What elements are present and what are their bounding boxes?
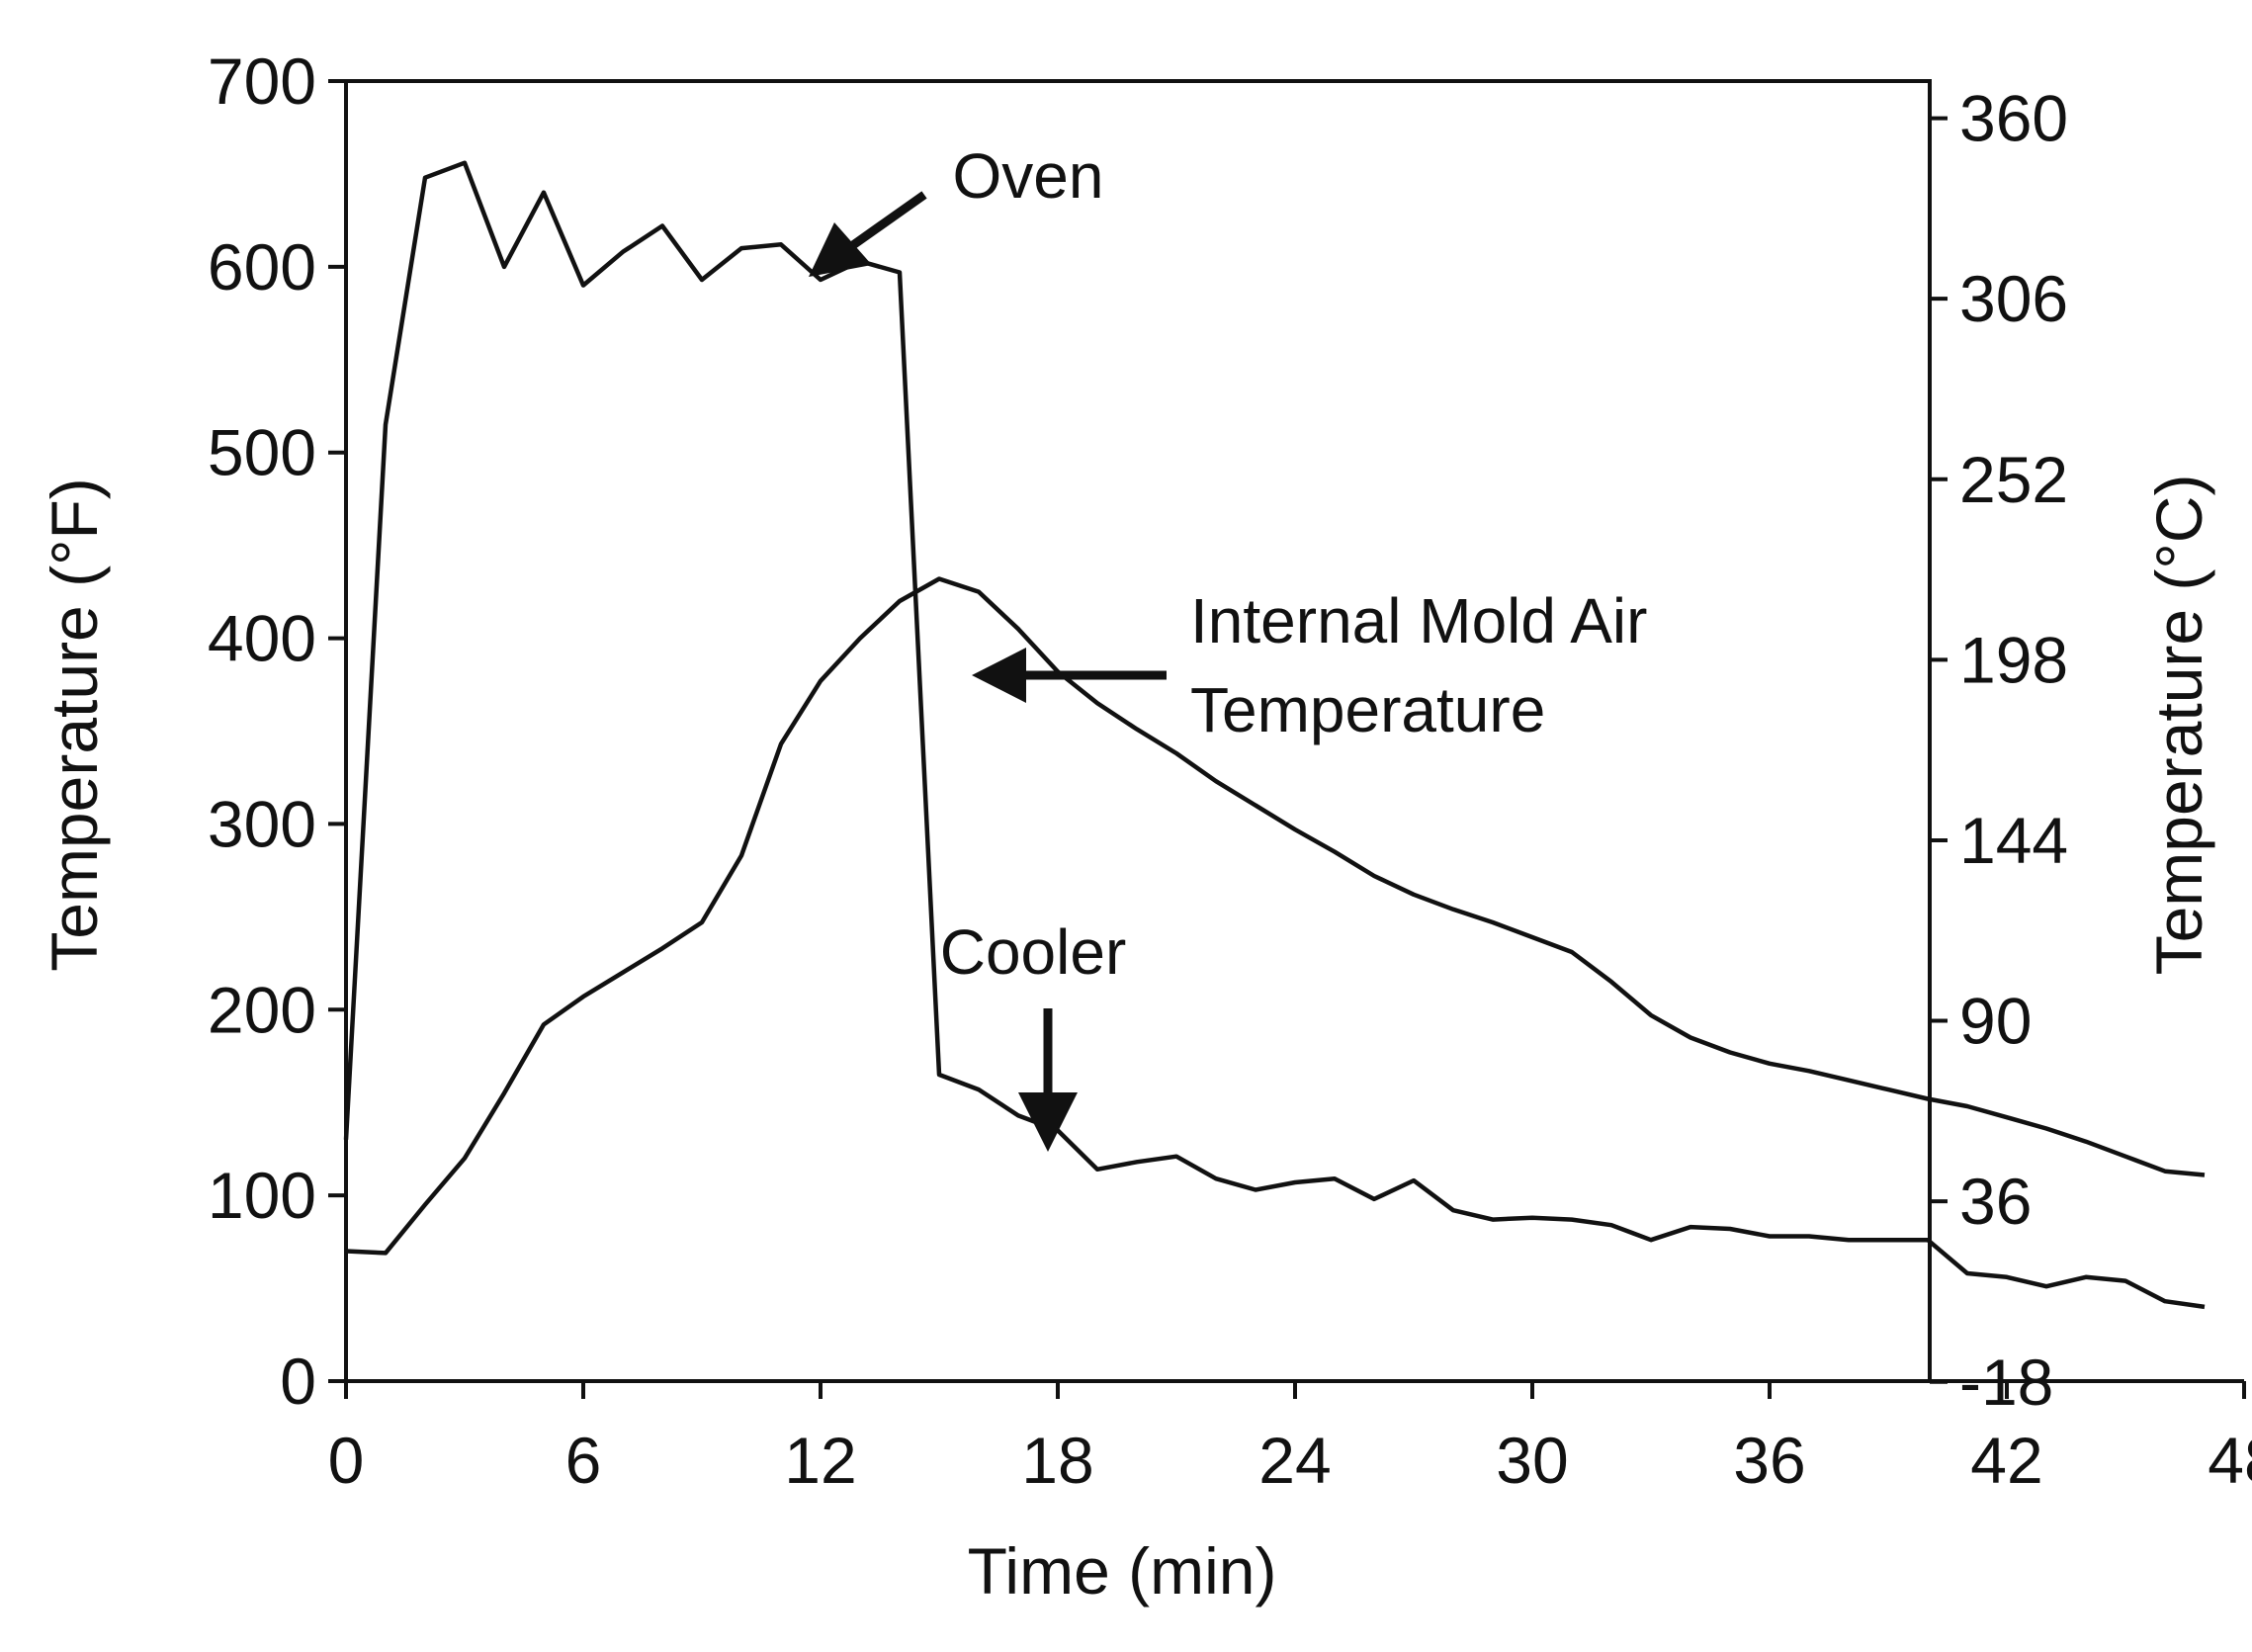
series-layer xyxy=(343,160,2206,1310)
oven-arrow-head xyxy=(809,222,872,277)
y-tick-label-right: 90 xyxy=(1959,985,2032,1058)
x-tick-label: 42 xyxy=(1970,1424,2042,1497)
y-tick-label-left: 700 xyxy=(208,44,316,118)
oven-label: Oven xyxy=(953,140,1104,212)
x-tick-label: 36 xyxy=(1733,1424,1805,1497)
y-tick-label-left: 200 xyxy=(208,973,316,1046)
mold-arrow-head xyxy=(972,648,1026,703)
y-axis-title-left: Temperature (°F) xyxy=(38,478,111,972)
y-tick-label-right: 252 xyxy=(1959,443,2068,516)
x-tick-label: 30 xyxy=(1496,1424,1568,1497)
y-tick-label-left: 600 xyxy=(208,230,316,304)
x-tick-label: 0 xyxy=(328,1424,365,1497)
axes-layer: 0 6 12 18 24 30 36 42 48 0 100 200 300 400 500 600 700 -1… xyxy=(208,44,2252,1497)
x-axis-title: Time (min) xyxy=(968,1534,1277,1608)
y-tick-label-left: 100 xyxy=(208,1159,316,1232)
oven-arrow-shaft xyxy=(847,191,927,251)
x-tick-label: 12 xyxy=(784,1424,856,1497)
y-tick-label-right: 36 xyxy=(1959,1165,2032,1238)
y-tick-label-right: 306 xyxy=(1959,262,2068,335)
y-tick-label-left: 300 xyxy=(208,787,316,860)
cooler-arrow-head xyxy=(1018,1092,1078,1152)
y-tick-label-right: 144 xyxy=(1959,804,2068,877)
y-tick-label-right: 198 xyxy=(1959,623,2068,696)
plot-frame xyxy=(344,79,1932,1383)
y-tick-label-right: 360 xyxy=(1959,82,2068,155)
cooler-label: Cooler xyxy=(940,916,1127,988)
mold-label-line-2: Temperature xyxy=(1190,674,1545,745)
x-tick-label: 48 xyxy=(2208,1424,2252,1497)
series-line-internal-mold-air xyxy=(345,576,2206,1256)
y-tick-label-left: 500 xyxy=(208,416,316,489)
x-tick-label: 6 xyxy=(565,1424,602,1497)
x-tick-label: 24 xyxy=(1258,1424,1331,1497)
series-line-oven xyxy=(343,160,2206,1310)
y-axis-title-right: Temperature (°C) xyxy=(2142,475,2215,976)
mold-label-line-1: Internal Mold Air xyxy=(1190,585,1647,656)
y-tick-label-right: -18 xyxy=(1959,1346,2053,1419)
x-tick-label: 18 xyxy=(1021,1424,1093,1497)
y-tick-label-left: 400 xyxy=(208,602,316,675)
y-tick-label-left: 0 xyxy=(280,1345,316,1418)
